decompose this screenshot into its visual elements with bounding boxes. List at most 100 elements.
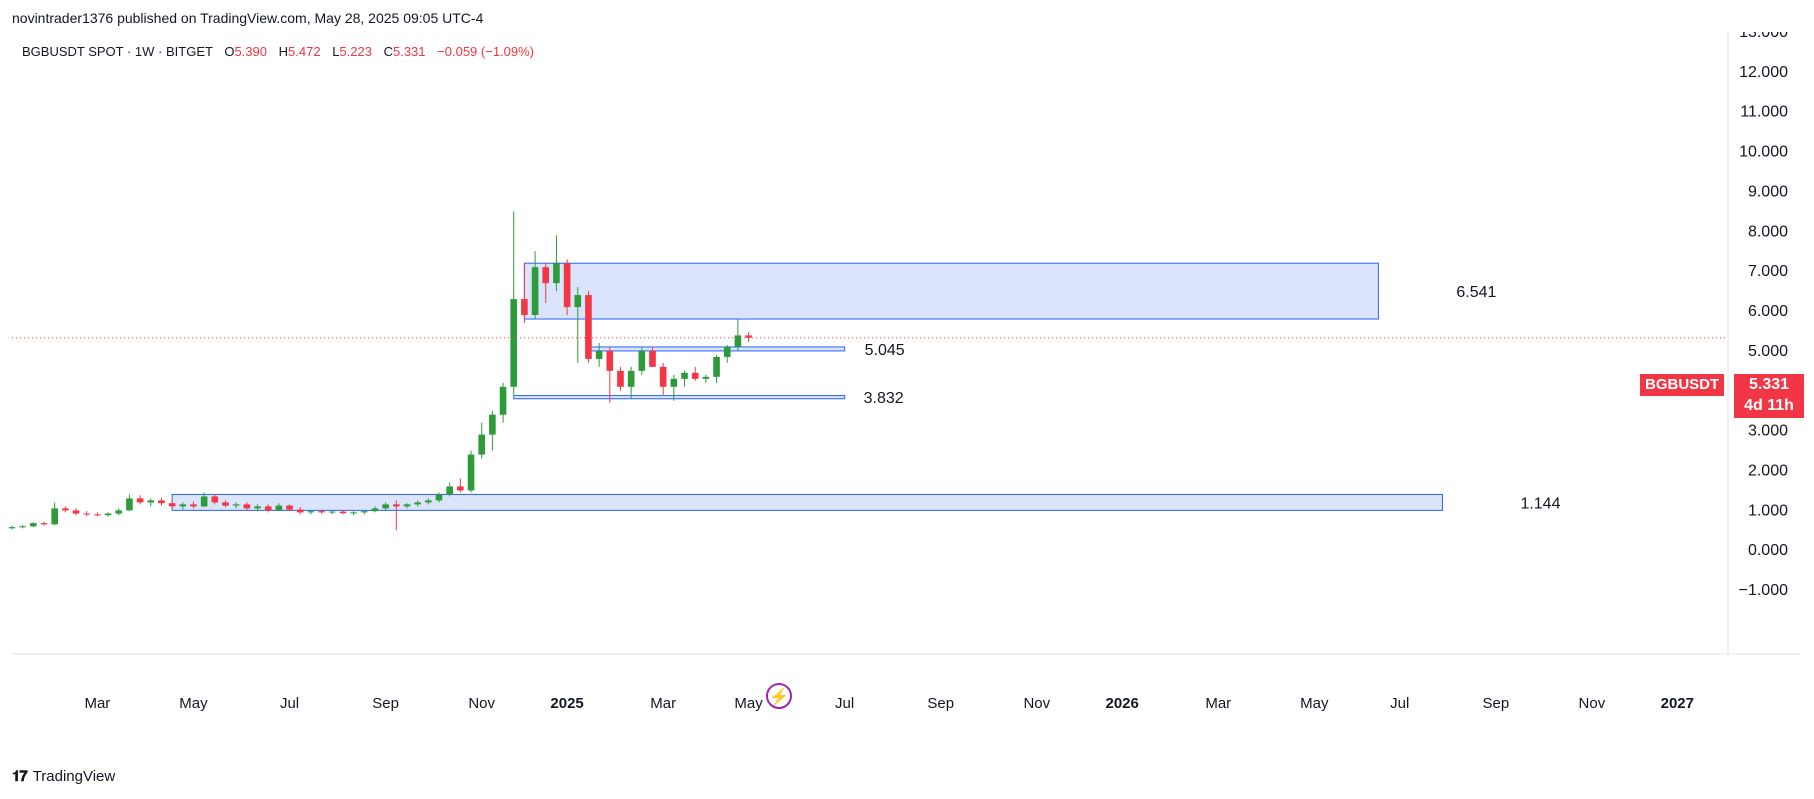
y-tick-label: 5.000 bbox=[1748, 343, 1788, 360]
y-tick-label: 2.000 bbox=[1748, 463, 1788, 480]
candles-layer bbox=[8, 211, 752, 531]
candle-body bbox=[286, 505, 293, 510]
base-accumulation-zone-label: 1.144 bbox=[1520, 495, 1560, 512]
candle-body bbox=[617, 370, 624, 387]
candle-body bbox=[40, 523, 48, 525]
lightning-bolt-icon[interactable]: ⚡ bbox=[766, 683, 792, 709]
candle-body bbox=[200, 496, 208, 507]
candle-body bbox=[83, 513, 91, 515]
x-tick-label: May bbox=[179, 695, 208, 712]
candle-body bbox=[542, 267, 550, 284]
x-tick-label: 2025 bbox=[550, 695, 583, 712]
high-key: H bbox=[278, 44, 289, 59]
high-value: 5.472 bbox=[288, 44, 321, 59]
close-value: 5.331 bbox=[392, 44, 426, 59]
candle-body bbox=[296, 509, 304, 513]
candle-body bbox=[158, 500, 165, 504]
upper-resistance-zone bbox=[523, 262, 1379, 320]
candle-body bbox=[553, 263, 560, 284]
candle-body bbox=[62, 508, 69, 511]
candle-body bbox=[307, 511, 315, 513]
candle-body bbox=[403, 504, 411, 507]
tradingview-logo-icon: 𝟏𝟕 bbox=[12, 768, 28, 785]
tradingview-brand: TradingView bbox=[32, 768, 116, 785]
y-tick-label: 1.000 bbox=[1748, 502, 1788, 519]
change-value: −0.059 (−1.09%) bbox=[437, 44, 535, 59]
candle-body bbox=[489, 414, 496, 435]
published-header: novintrader1376 published on TradingView… bbox=[12, 10, 484, 26]
candle-body bbox=[232, 504, 240, 506]
x-tick-label: Sep bbox=[1482, 695, 1509, 712]
chart-area[interactable]: 6.541 5.045 3.832 1.144 13.000 12.000 11.000 1… bbox=[0, 32, 1814, 762]
x-tick-label: Nov bbox=[1023, 695, 1050, 712]
y-tick-label: 0.000 bbox=[1748, 542, 1788, 559]
y-tick-label: 7.000 bbox=[1748, 263, 1788, 280]
candle-body bbox=[425, 500, 432, 503]
y-tick-label: 12.000 bbox=[1739, 64, 1788, 81]
x-tick-label: Nov bbox=[1579, 695, 1606, 712]
close-key: C bbox=[383, 44, 393, 59]
x-tick-label: Jul bbox=[835, 695, 854, 712]
candle-body bbox=[435, 494, 443, 501]
candle-body bbox=[382, 504, 389, 509]
y-tick-label: 6.000 bbox=[1748, 303, 1788, 320]
x-tick-label: Sep bbox=[927, 695, 954, 712]
candle-body bbox=[254, 506, 261, 509]
lower-support-zone-label: 3.832 bbox=[864, 390, 904, 407]
candle-body bbox=[457, 486, 464, 491]
last-price-tag: 5.331 4d 11h bbox=[1734, 374, 1804, 418]
candle-body bbox=[72, 510, 80, 514]
candle-body bbox=[350, 512, 357, 514]
x-tick-label: 2027 bbox=[1661, 695, 1694, 712]
base-accumulation-zone bbox=[171, 493, 1443, 511]
last-price-value: 5.331 bbox=[1748, 376, 1790, 393]
candle-body bbox=[392, 504, 400, 507]
x-tick-label: Jul bbox=[1390, 695, 1409, 712]
candle-body bbox=[190, 504, 197, 507]
candle-body bbox=[649, 350, 656, 367]
candle-body bbox=[638, 350, 646, 371]
candle-body bbox=[30, 523, 37, 527]
candle-body bbox=[627, 370, 635, 387]
y-axis[interactable]: 13.000 12.000 11.000 10.000 9.000 8.000 7.000 6… bbox=[1739, 32, 1788, 599]
candle-body bbox=[499, 386, 507, 415]
mid-support-zone-label: 5.045 bbox=[865, 342, 905, 359]
candle-body bbox=[563, 263, 571, 308]
candle-body bbox=[713, 356, 720, 377]
candle-body bbox=[264, 506, 272, 511]
candle-body bbox=[723, 346, 731, 357]
candle-body bbox=[243, 504, 251, 509]
x-tick-label: Sep bbox=[372, 695, 399, 712]
candle-body bbox=[446, 486, 453, 495]
x-tick-label: May bbox=[734, 695, 763, 712]
candle-body bbox=[531, 267, 539, 316]
candle-body bbox=[681, 372, 688, 379]
y-tick-label: 9.000 bbox=[1748, 183, 1788, 200]
x-tick-label: May bbox=[1300, 695, 1329, 712]
candle-body bbox=[521, 299, 528, 316]
open-key: O bbox=[224, 44, 235, 59]
candle-body bbox=[222, 502, 229, 506]
mid-support-zone bbox=[587, 346, 846, 352]
symbol-label[interactable]: BGBUSDT SPOT · 1W · BITGET bbox=[22, 44, 213, 59]
ohlc-legend: BGBUSDT SPOT · 1W · BITGET O5.390 H5.472… bbox=[22, 44, 534, 59]
candle-body bbox=[147, 500, 155, 503]
candle-body bbox=[275, 505, 283, 511]
open-value: 5.390 bbox=[234, 44, 267, 59]
candle-body bbox=[574, 295, 582, 308]
candle-body bbox=[734, 335, 742, 347]
candle-body bbox=[19, 526, 26, 528]
x-axis[interactable]: Mar May Jul Sep Nov 2025 Mar May Jul Sep Nov 2026 Ma… bbox=[84, 695, 1694, 712]
candle-body bbox=[702, 376, 710, 379]
symbol-price-tag: BGBUSDT bbox=[1640, 374, 1725, 396]
candle-body bbox=[328, 511, 336, 513]
y-tick-label: 8.000 bbox=[1748, 223, 1788, 240]
x-tick-label: Jul bbox=[280, 695, 299, 712]
candle-body bbox=[339, 511, 347, 514]
candle-body bbox=[126, 498, 133, 511]
y-tick-label: 13.000 bbox=[1739, 32, 1788, 41]
bar-countdown: 4d 11h bbox=[1744, 397, 1794, 414]
candle-body bbox=[606, 350, 614, 371]
tradingview-footer[interactable]: 𝟏𝟕 TradingView bbox=[12, 768, 115, 785]
